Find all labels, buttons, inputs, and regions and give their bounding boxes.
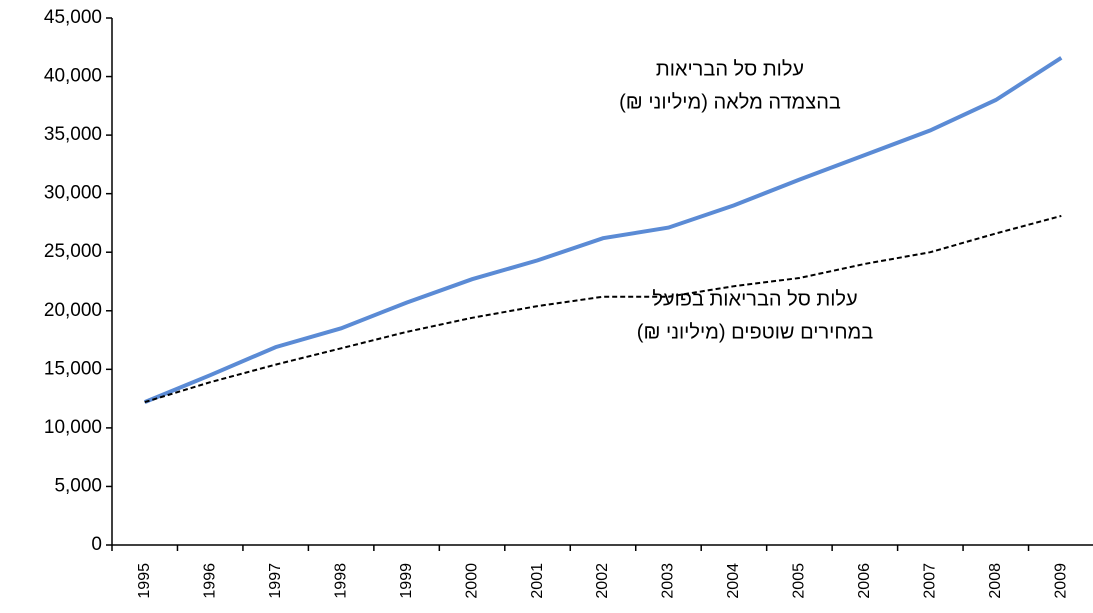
x-tick-label: 1998 bbox=[332, 563, 349, 599]
series-label: בהצמדה מלאה (מיליוני ₪) bbox=[619, 91, 841, 113]
series-label: עלות סל הבריאות בפועל bbox=[652, 288, 857, 310]
x-tick-label: 2007 bbox=[922, 563, 939, 599]
y-tick-label: 25,000 bbox=[44, 241, 102, 262]
x-tick-label: 1996 bbox=[201, 563, 218, 599]
y-tick-label: 45,000 bbox=[44, 7, 102, 28]
x-tick-label: 2006 bbox=[856, 563, 873, 599]
y-tick-label: 0 bbox=[91, 534, 102, 555]
y-tick-label: 10,000 bbox=[44, 417, 102, 438]
y-tick-label: 40,000 bbox=[44, 66, 102, 87]
x-tick-label: 1997 bbox=[267, 563, 284, 599]
x-tick-label: 2008 bbox=[987, 563, 1004, 599]
y-tick-label: 35,000 bbox=[44, 124, 102, 145]
y-tick-label: 5,000 bbox=[54, 475, 102, 496]
series-line bbox=[144, 214, 1062, 404]
series-line bbox=[143, 56, 1063, 404]
y-tick-label: 15,000 bbox=[44, 358, 102, 379]
x-tick-label: 2002 bbox=[594, 563, 611, 599]
series-label: במחירים שוטפים (מיליוני ₪) bbox=[637, 321, 873, 343]
y-tick-label: 20,000 bbox=[44, 300, 102, 321]
x-tick-label: 1999 bbox=[398, 563, 415, 599]
x-tick-label: 2000 bbox=[463, 563, 480, 599]
x-tick-label: 2009 bbox=[1052, 563, 1069, 599]
series-label: עלות סל הבריאות bbox=[656, 58, 804, 80]
y-tick-label: 30,000 bbox=[44, 183, 102, 204]
x-tick-label: 2005 bbox=[791, 563, 808, 599]
x-tick-label: 1995 bbox=[136, 563, 153, 599]
x-tick-label: 2003 bbox=[660, 563, 677, 599]
x-tick-label: 2001 bbox=[529, 563, 546, 599]
x-tick-label: 2004 bbox=[725, 563, 742, 599]
